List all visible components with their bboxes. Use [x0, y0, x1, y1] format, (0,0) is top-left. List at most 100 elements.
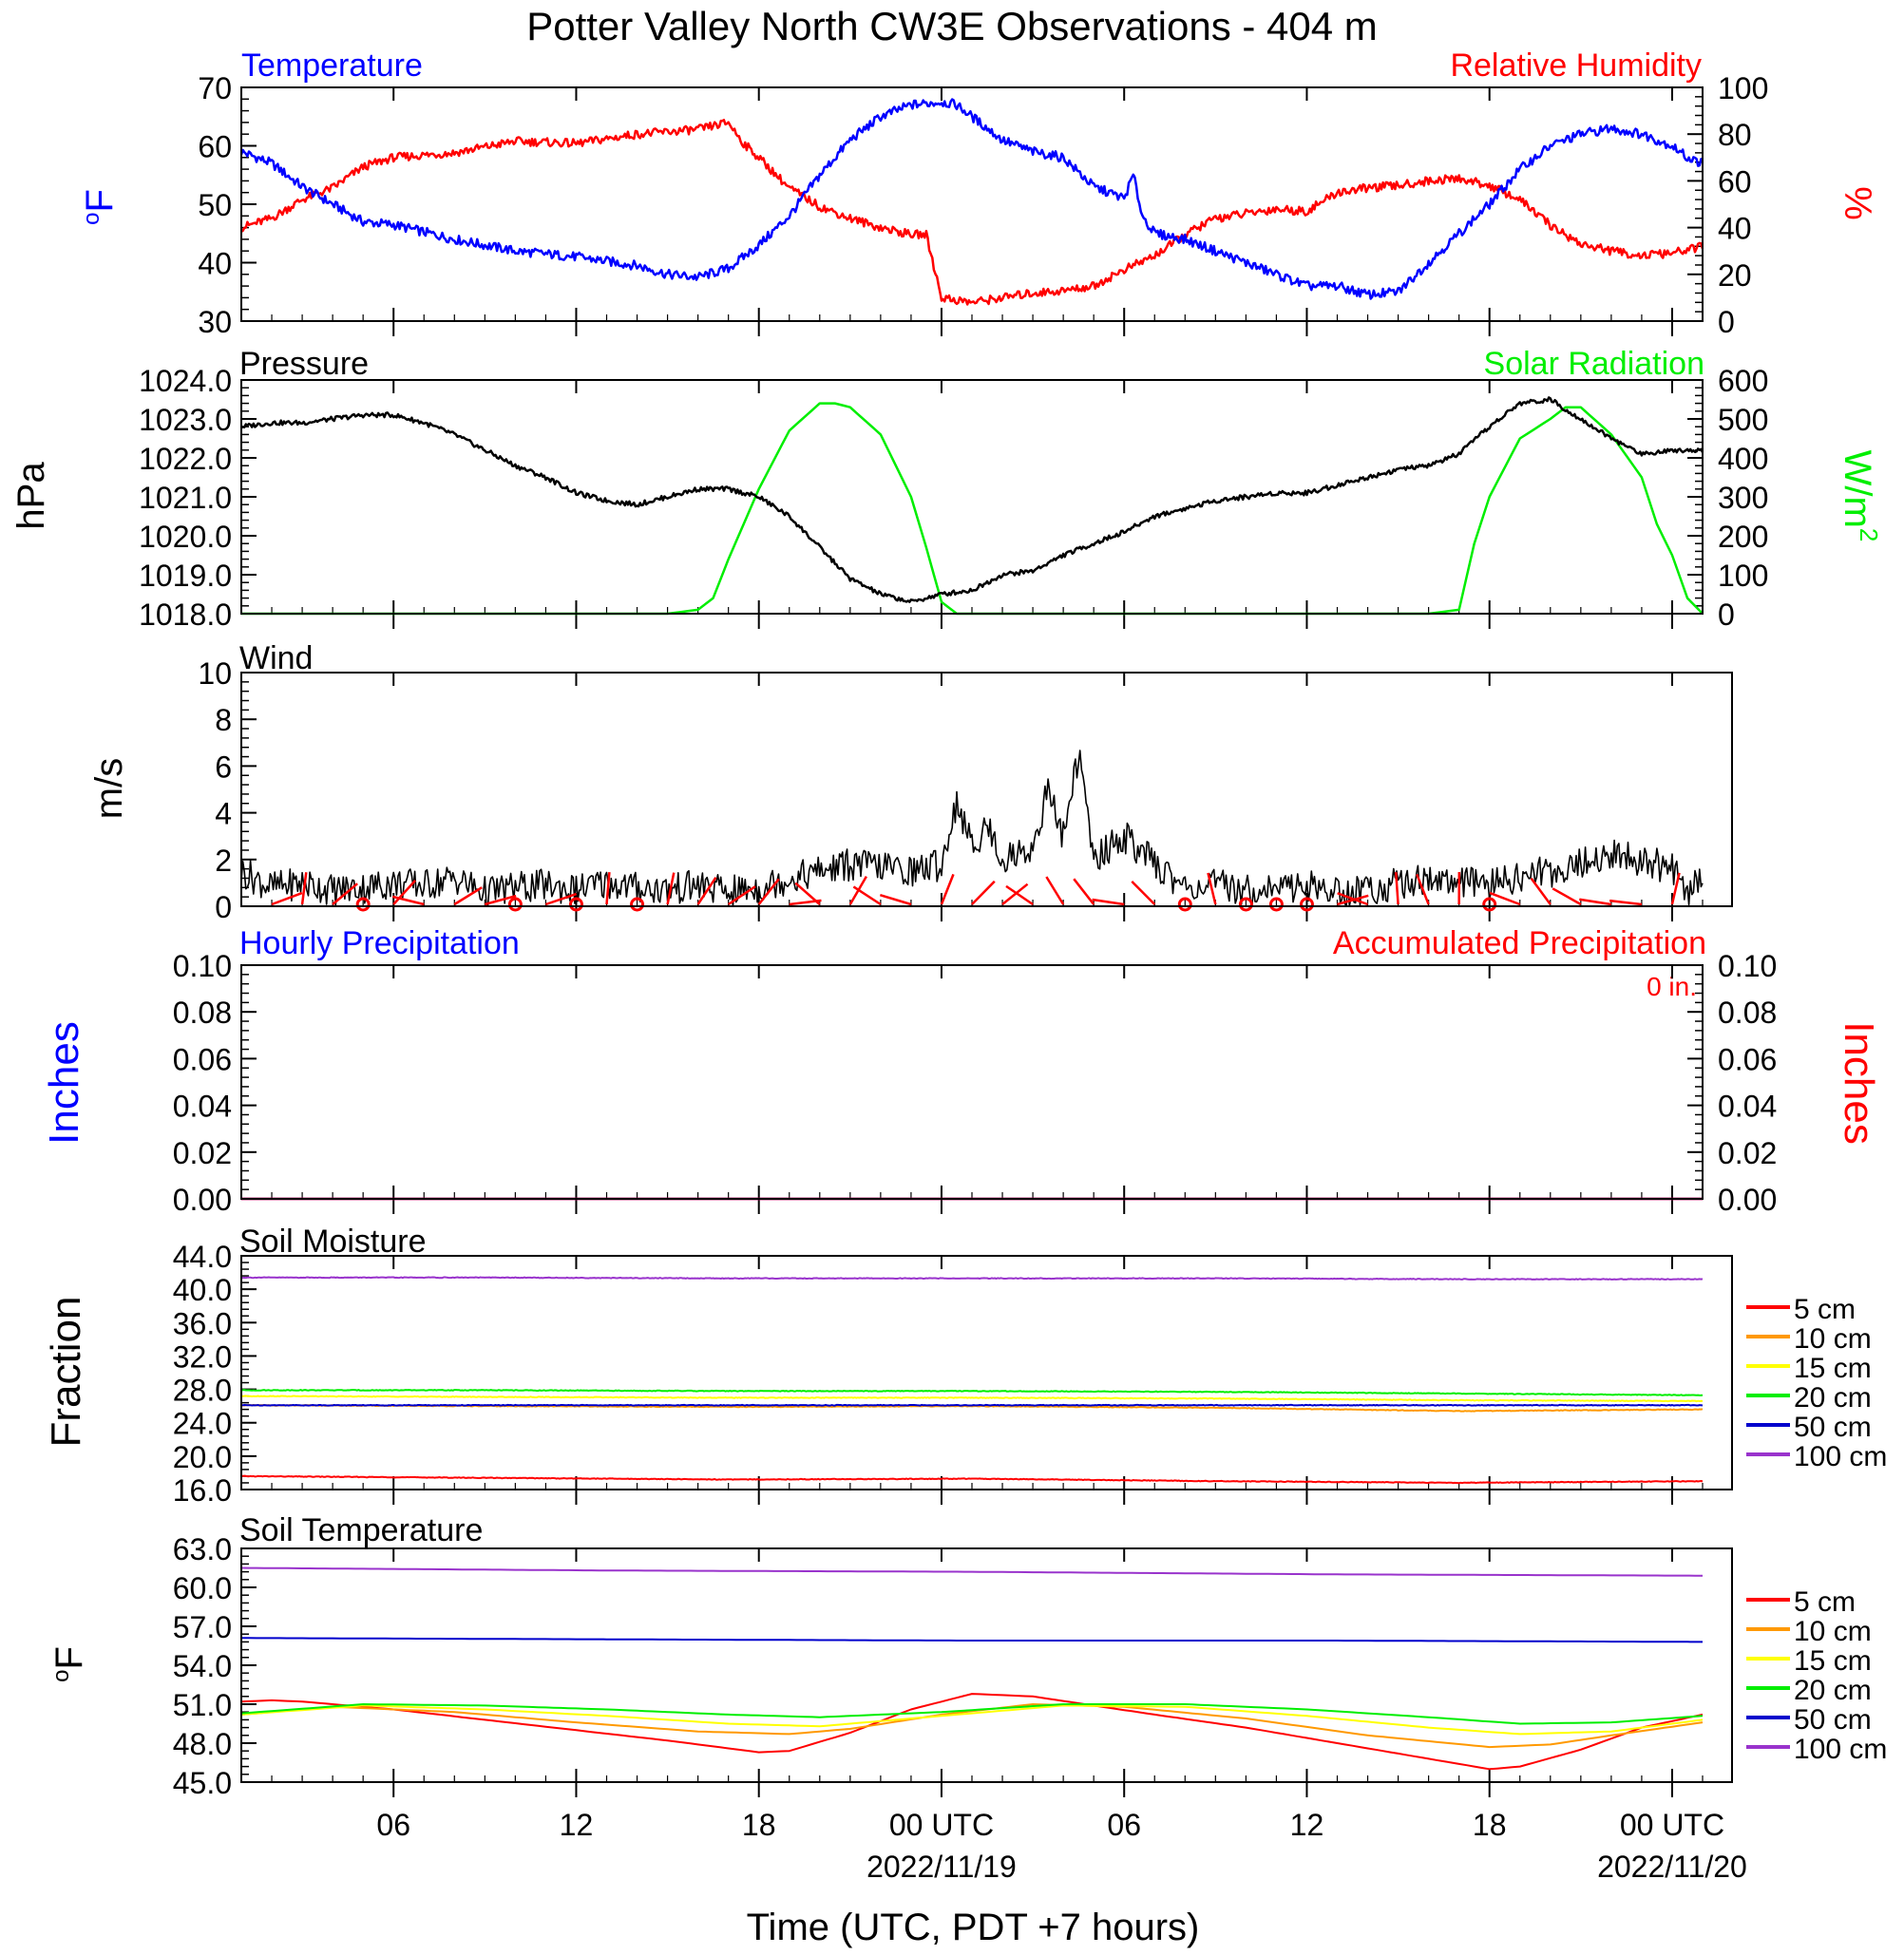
- soil-moisture-tick-label: 16.0: [173, 1473, 232, 1508]
- soil-moisture-title: Soil Moisture: [239, 1224, 427, 1260]
- humidity-line: [240, 119, 1704, 306]
- temperature-humidity-ticks: 30 40 50 60 70 0 20 40 60 80 100: [198, 71, 1768, 339]
- wind-title: Wind: [239, 640, 313, 676]
- soil-temperature-ticks: 45.0 48.0 51.0 54.0 57.0 60.0 63.0: [173, 1532, 1704, 1800]
- humidity-tick-label: 0: [1718, 305, 1735, 339]
- calm-wind-circle: [507, 897, 523, 912]
- soil-temperature-axis-label: oF: [48, 1646, 90, 1682]
- soil-moisture-line-100cm: [240, 1276, 1704, 1281]
- humidity-tick-label: 40: [1718, 212, 1752, 246]
- panel-wind: Wind m/s 0 2 4 6 8 10: [88, 640, 1733, 924]
- humidity-axis-label: %: [1837, 186, 1878, 220]
- wind-barb: [271, 891, 303, 906]
- soil-temperature-tick-label: 45.0: [173, 1766, 232, 1800]
- wind-barb: [852, 885, 882, 906]
- legend-label: 50 cm: [1794, 1704, 1872, 1736]
- legend-label: 10 cm: [1794, 1616, 1872, 1647]
- wind-barb: [1670, 872, 1681, 905]
- hourly-precip-tick-label: 0.02: [173, 1136, 232, 1170]
- legend-label: 20 cm: [1794, 1675, 1872, 1706]
- pressure-tick-label: 1021.0: [139, 481, 232, 515]
- wind-barbs: [271, 871, 1681, 912]
- panel-soil-temperature: Soil Temperature oF 45.0 48.0 51.0 54.0 57.0…: [48, 1512, 1887, 1800]
- solar-tick-label: 200: [1718, 520, 1768, 554]
- humidity-title: Relative Humidity: [1450, 47, 1702, 84]
- panel-pressure-solar: Pressure Solar Radiation hPa W/m2 1018.0…: [10, 346, 1883, 632]
- time-tick-label: 12: [560, 1808, 594, 1842]
- accum-precip-title: Accumulated Precipitation: [1333, 925, 1706, 961]
- wind-barb: [727, 885, 756, 906]
- calm-wind-circle: [568, 897, 583, 912]
- pressure-tick-label: 1019.0: [139, 559, 232, 593]
- soil-temperature-tick-label: 60.0: [173, 1571, 232, 1605]
- calm-wind-circle: [1268, 897, 1284, 912]
- pressure-axis-label: hPa: [10, 462, 52, 530]
- pressure-solar-plot-frame: [240, 379, 1704, 615]
- wind-barb: [940, 873, 955, 905]
- soil-temperature-line-5cm: [240, 1693, 1704, 1771]
- soil-temperature-plot-frame: [240, 1547, 1733, 1783]
- wind-barb: [1337, 892, 1368, 906]
- soil-temperature-tick-label: 51.0: [173, 1688, 232, 1722]
- wind-tick-label: 10: [198, 656, 232, 691]
- temperature-humidity-plot-frame: [240, 86, 1704, 322]
- pressure-tick-label: 1024.0: [139, 364, 232, 398]
- solar-title: Solar Radiation: [1484, 346, 1704, 382]
- pressure-line: [240, 396, 1704, 603]
- time-tick-label: 18: [1473, 1808, 1507, 1842]
- precipitation-ticks: 0.00 0.02 0.04 0.06 0.08 0.10 0.00 0.02 0.04 0.06…: [173, 949, 1778, 1217]
- wind-barb: [453, 886, 483, 906]
- pressure-tick-label: 1018.0: [139, 598, 232, 632]
- wind-barb: [1394, 871, 1399, 905]
- temperature-tick-label: 30: [198, 305, 232, 339]
- soil-moisture-line-5cm: [241, 1474, 1704, 1485]
- soil-temperature-title: Soil Temperature: [239, 1512, 483, 1548]
- calm-wind-circle: [1177, 897, 1192, 912]
- accum-precip-tick-label: 0.04: [1718, 1090, 1777, 1124]
- accum-precip-axis-label: Inches: [1836, 1021, 1882, 1145]
- soil-temperature-tick-label: 48.0: [173, 1727, 232, 1761]
- humidity-tick-label: 100: [1718, 71, 1768, 105]
- soil-temperature-lines: [240, 1566, 1704, 1771]
- wind-tick-label: 6: [215, 750, 232, 784]
- soil-temperature-line-20cm: [240, 1703, 1704, 1725]
- solar-tick-label: 0: [1718, 598, 1735, 632]
- pressure-solar-ticks: 1018.0 1019.0 1020.0 1021.0 1022.0 1023.0 1024…: [139, 364, 1768, 632]
- temperature-axis-label: oF: [79, 189, 121, 225]
- calm-wind-circle: [1482, 897, 1497, 912]
- time-axis: 06 12 18 00 UTC 06 12 18 00 UTC 2022/11/19 2022/1…: [376, 1808, 1746, 1884]
- humidity-tick-label: 80: [1718, 118, 1752, 152]
- wind-barb: [1489, 891, 1521, 906]
- chart-title: Potter Valley North CW3E Observations - …: [526, 4, 1378, 48]
- legend-label: 10 cm: [1794, 1323, 1872, 1355]
- legend-label: 5 cm: [1794, 1586, 1856, 1618]
- soil-moisture-tick-label: 24.0: [173, 1407, 232, 1441]
- wind-barb: [485, 894, 517, 906]
- wind-barb: [1552, 887, 1582, 906]
- precipitation-plot-frame: [240, 964, 1704, 1200]
- humidity-tick-label: 20: [1718, 258, 1752, 293]
- wind-barb: [545, 892, 578, 906]
- temperature-humidity-lines: [239, 98, 1704, 306]
- hourly-precip-tick-label: 0.08: [173, 996, 232, 1030]
- soil-moisture-tick-label: 28.0: [173, 1374, 232, 1408]
- temperature-tick-label: 50: [198, 188, 232, 222]
- soil-moisture-tick-label: 44.0: [173, 1240, 232, 1274]
- temperature-line: [239, 98, 1704, 300]
- wind-barb: [300, 872, 308, 905]
- soil-temperature-tick-label: 54.0: [173, 1649, 232, 1683]
- solar-radiation-line: [241, 402, 1704, 616]
- legend-label: 15 cm: [1794, 1645, 1872, 1677]
- date-label: 2022/11/20: [1597, 1850, 1747, 1884]
- wind-axis-label: m/s: [88, 758, 130, 819]
- wind-barb: [1131, 881, 1156, 905]
- legend-label: 50 cm: [1794, 1412, 1872, 1443]
- wind-barb: [605, 872, 611, 905]
- wind-barb: [1073, 878, 1095, 905]
- accum-precip-tick-label: 0.00: [1718, 1183, 1777, 1217]
- wind-barb: [1530, 877, 1552, 905]
- wind-tick-label: 8: [215, 703, 232, 737]
- soil-temperature-line-100cm: [240, 1566, 1703, 1577]
- soil-temperature-tick-label: 63.0: [173, 1532, 232, 1566]
- wind-barb: [1609, 899, 1643, 906]
